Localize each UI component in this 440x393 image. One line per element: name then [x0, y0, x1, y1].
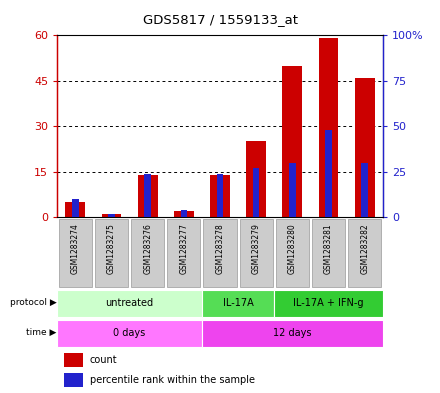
- Text: IL-17A: IL-17A: [223, 298, 253, 308]
- Text: count: count: [90, 354, 117, 365]
- Text: GSM1283274: GSM1283274: [71, 223, 80, 274]
- FancyBboxPatch shape: [167, 219, 201, 286]
- Text: GSM1283277: GSM1283277: [180, 223, 188, 274]
- FancyBboxPatch shape: [59, 219, 92, 286]
- Bar: [282, 66, 302, 217]
- Text: GSM1283276: GSM1283276: [143, 223, 152, 274]
- Bar: [361, 163, 368, 217]
- Bar: [138, 175, 158, 217]
- Bar: [174, 211, 194, 217]
- Text: protocol ▶: protocol ▶: [10, 298, 56, 307]
- Text: GDS5817 / 1559133_at: GDS5817 / 1559133_at: [143, 13, 297, 26]
- FancyBboxPatch shape: [276, 219, 309, 286]
- Text: GSM1283281: GSM1283281: [324, 223, 333, 274]
- Bar: [246, 141, 266, 217]
- Bar: [57, 320, 202, 347]
- Text: 0 days: 0 days: [114, 328, 146, 338]
- Text: time ▶: time ▶: [26, 329, 56, 337]
- FancyBboxPatch shape: [348, 219, 381, 286]
- Bar: [289, 163, 296, 217]
- Bar: [325, 130, 332, 217]
- Bar: [180, 210, 187, 217]
- Text: GSM1283275: GSM1283275: [107, 223, 116, 274]
- Text: percentile rank within the sample: percentile rank within the sample: [90, 375, 255, 385]
- Bar: [274, 290, 383, 317]
- Bar: [217, 174, 223, 217]
- Text: untreated: untreated: [106, 298, 154, 308]
- Text: GSM1283282: GSM1283282: [360, 223, 369, 274]
- Text: IL-17A + IFN-g: IL-17A + IFN-g: [293, 298, 364, 308]
- Bar: [64, 373, 83, 387]
- Bar: [57, 290, 202, 317]
- Bar: [66, 202, 85, 217]
- Bar: [253, 168, 260, 217]
- Bar: [202, 290, 274, 317]
- Bar: [319, 39, 338, 217]
- FancyBboxPatch shape: [239, 219, 273, 286]
- Bar: [355, 78, 375, 217]
- Text: GSM1283278: GSM1283278: [216, 223, 224, 274]
- Bar: [202, 320, 383, 347]
- FancyBboxPatch shape: [95, 219, 128, 286]
- Text: GSM1283279: GSM1283279: [252, 223, 260, 274]
- Bar: [72, 199, 79, 217]
- FancyBboxPatch shape: [203, 219, 237, 286]
- FancyBboxPatch shape: [131, 219, 164, 286]
- Bar: [144, 174, 151, 217]
- Bar: [102, 214, 121, 217]
- Bar: [64, 353, 83, 367]
- Bar: [108, 214, 115, 217]
- FancyBboxPatch shape: [312, 219, 345, 286]
- Bar: [210, 175, 230, 217]
- Text: 12 days: 12 days: [273, 328, 312, 338]
- Text: GSM1283280: GSM1283280: [288, 223, 297, 274]
